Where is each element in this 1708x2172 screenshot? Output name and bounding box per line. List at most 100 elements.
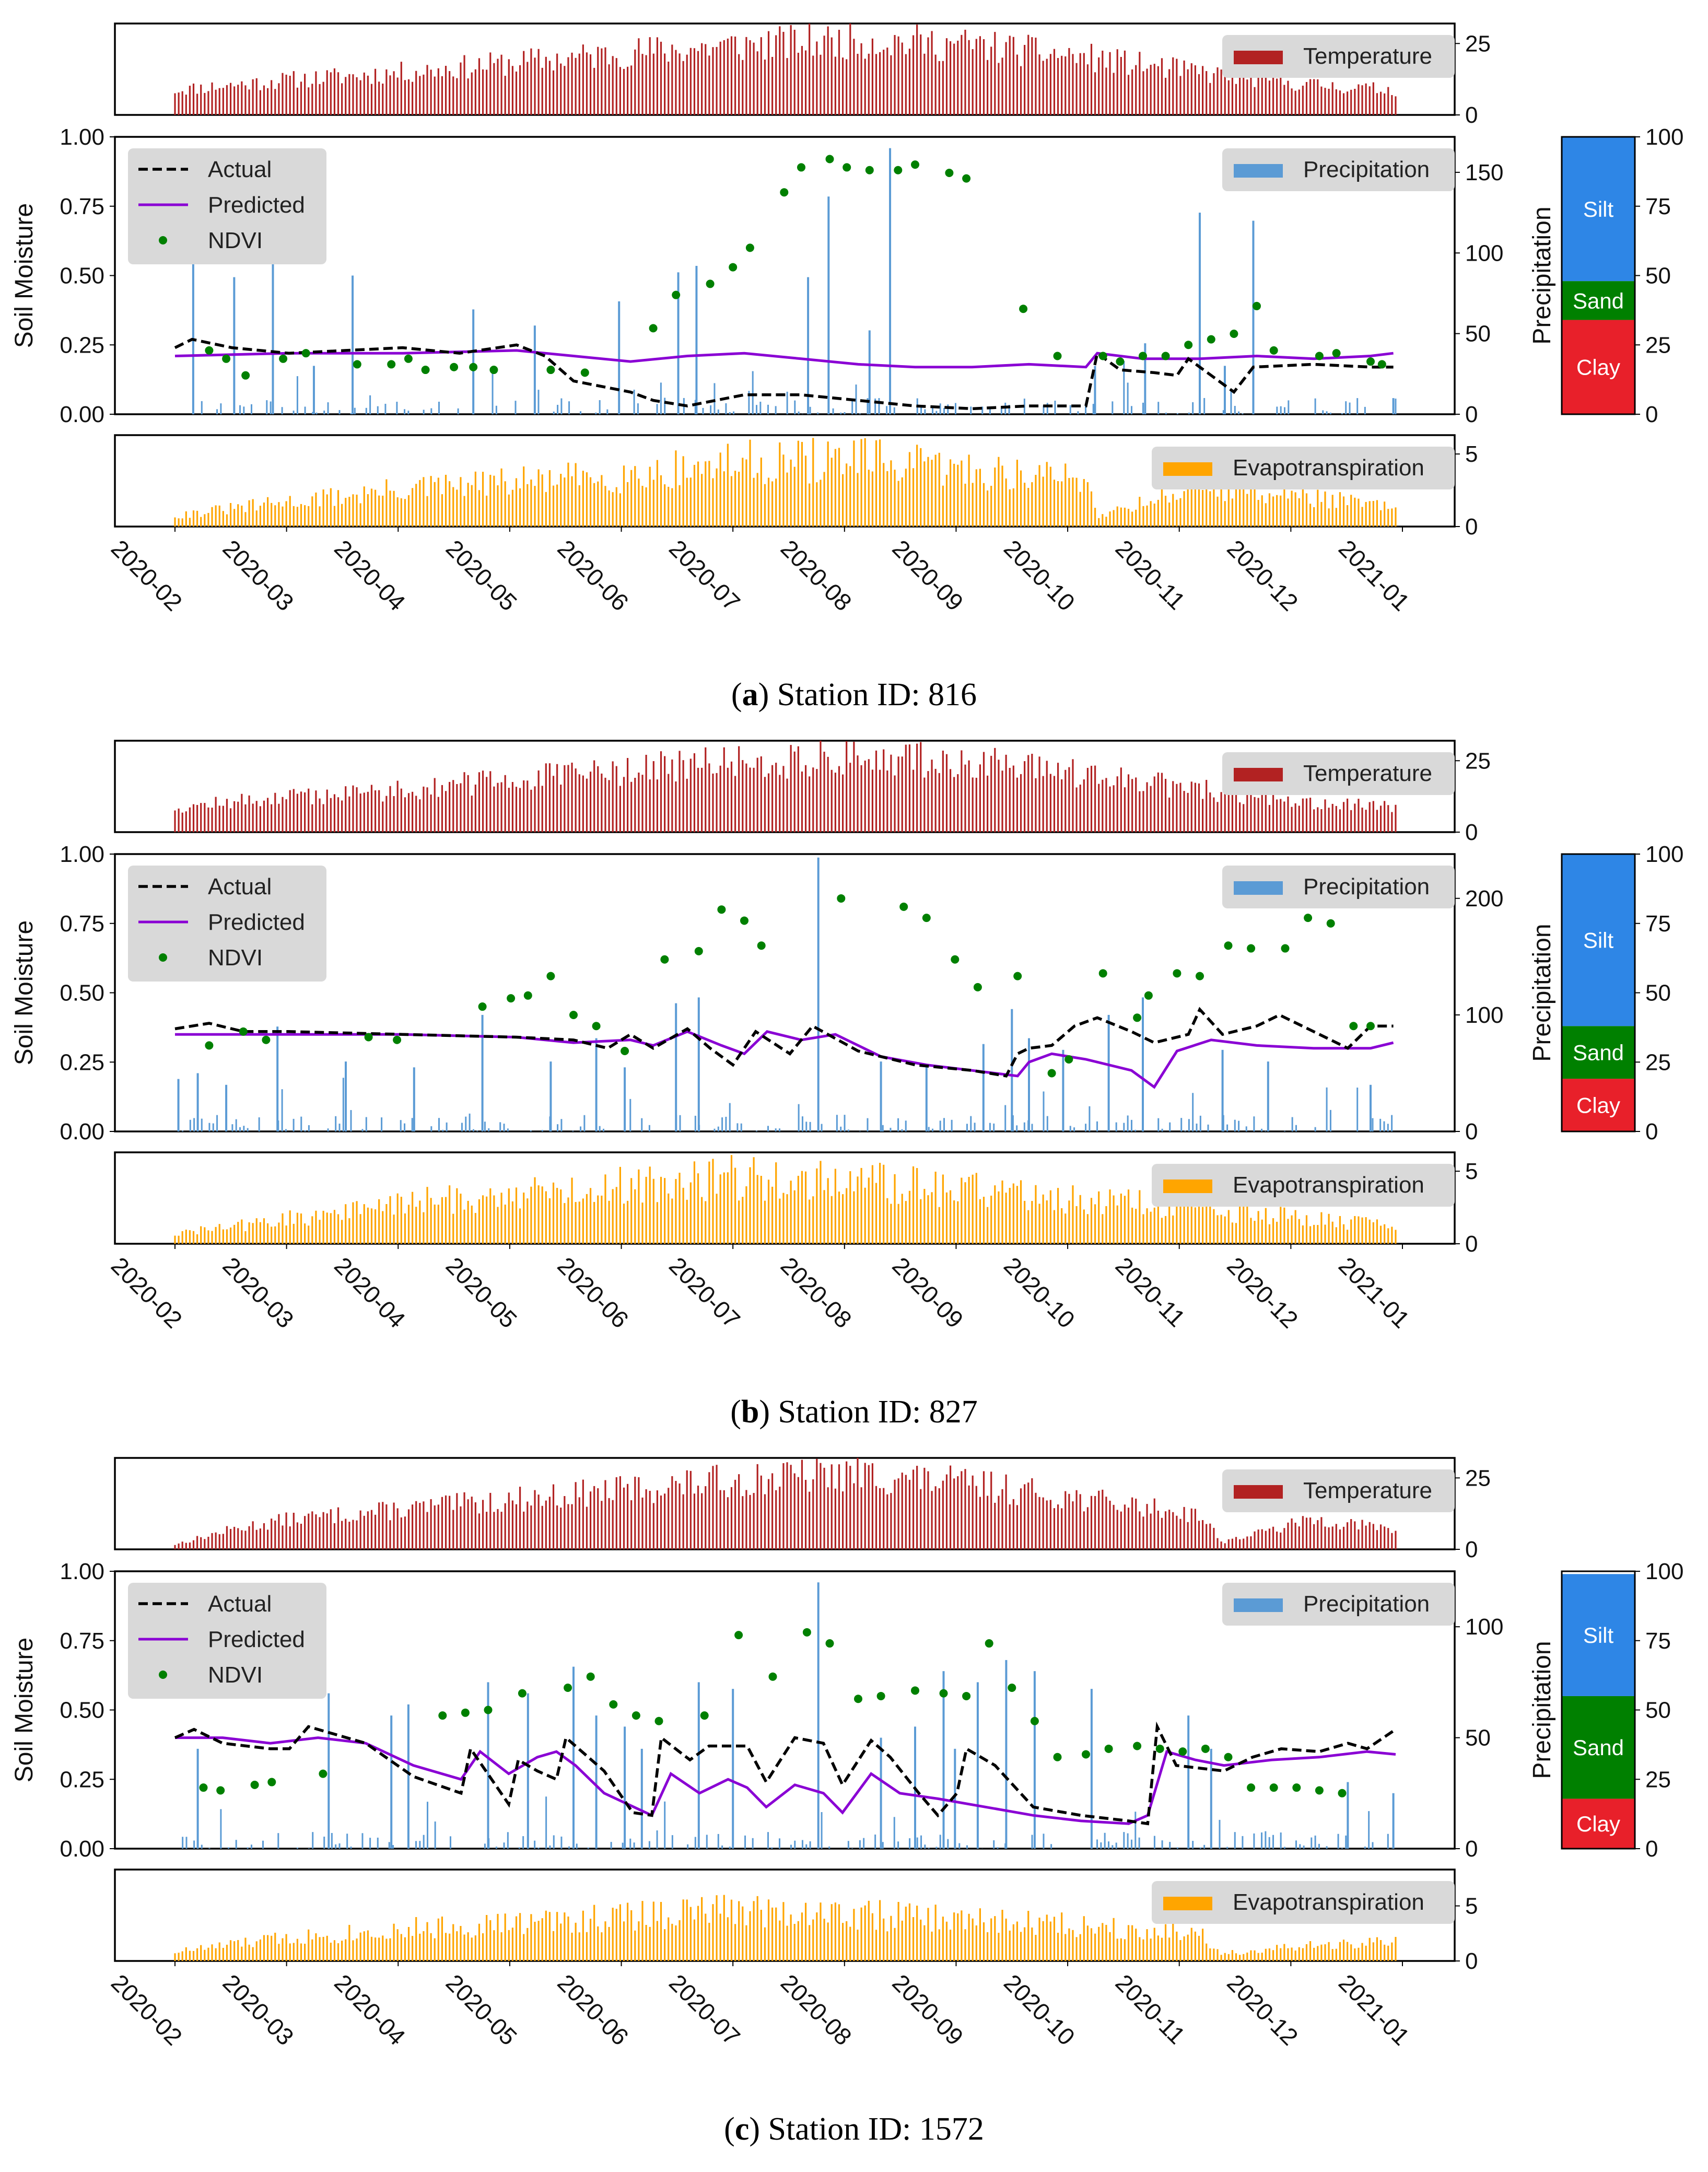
temperature-bar bbox=[1272, 1527, 1274, 1549]
evapotranspiration-bar bbox=[1009, 1188, 1011, 1244]
evapotranspiration-bar bbox=[579, 1201, 580, 1244]
temperature-bar bbox=[1216, 802, 1218, 832]
temperature-bar bbox=[1243, 72, 1244, 115]
evapotranspiration-bar bbox=[204, 1950, 205, 1961]
evapotranspiration-bar bbox=[575, 1202, 577, 1244]
evapotranspiration-bar bbox=[838, 1904, 840, 1961]
evapotranspiration-bar bbox=[860, 439, 862, 527]
temperature-bar bbox=[500, 1512, 502, 1549]
evapotranspiration-bar bbox=[701, 474, 703, 527]
evapotranspiration-bar bbox=[712, 1159, 713, 1244]
precipitation-bar bbox=[732, 1689, 734, 1849]
caption-paren: ( bbox=[724, 2111, 735, 2147]
evapotranspiration-bar bbox=[1246, 1206, 1248, 1244]
evapotranspiration-bar bbox=[987, 1932, 988, 1961]
evapotranspiration-bar bbox=[842, 1923, 844, 1961]
temperature-bar bbox=[738, 746, 740, 832]
precipitation-bar bbox=[282, 407, 283, 414]
ndvi-point bbox=[546, 366, 555, 374]
evapotranspiration-bar bbox=[1168, 1937, 1170, 1961]
precipitation-bar bbox=[197, 1073, 199, 1131]
temperature-bar bbox=[1339, 90, 1341, 115]
evapotranspiration-bar bbox=[1347, 1942, 1348, 1961]
ndvi-point bbox=[592, 1022, 601, 1030]
precipitation-bar bbox=[272, 258, 274, 414]
temperature-bar bbox=[237, 802, 239, 832]
precipitation-bar bbox=[634, 1842, 635, 1849]
evapotranspiration-bar bbox=[319, 1220, 320, 1244]
temperature-bar bbox=[1035, 778, 1036, 832]
evapotranspiration-bar bbox=[641, 486, 643, 527]
evapotranspiration-bar bbox=[1001, 1910, 1003, 1961]
evapotranspiration-bar bbox=[196, 1234, 198, 1244]
evapotranspiration-bar bbox=[430, 1198, 432, 1244]
temperature-bar bbox=[942, 751, 944, 832]
temperature-bar bbox=[1038, 1497, 1040, 1549]
precipitation-bar bbox=[970, 1116, 972, 1131]
temperature-bar bbox=[953, 44, 955, 115]
precipitation-bar bbox=[926, 1067, 928, 1131]
temperature-bar bbox=[1324, 88, 1326, 115]
temperature-bar bbox=[998, 760, 999, 832]
temperature-bar bbox=[401, 62, 402, 115]
evapotranspiration-bar bbox=[356, 1939, 357, 1961]
temperature-bar bbox=[463, 1492, 465, 1549]
evapotranspiration-bar bbox=[1391, 508, 1393, 527]
evapotranspiration-bar bbox=[252, 1947, 254, 1961]
evapotranspiration-bar bbox=[297, 1213, 298, 1244]
temperature-bar bbox=[1332, 82, 1333, 115]
evapotranspiration-bar bbox=[705, 461, 706, 527]
evapotranspiration-bar bbox=[1050, 1922, 1051, 1961]
evapotranspiration-bar bbox=[886, 471, 888, 527]
temperature-bar bbox=[604, 48, 606, 115]
temperature-bar bbox=[601, 774, 602, 832]
evapotranspiration-bar bbox=[816, 482, 817, 527]
precipitation-bar bbox=[909, 1838, 910, 1849]
evapotranspiration-bar bbox=[582, 471, 584, 527]
precipitation-bar bbox=[966, 1124, 968, 1131]
temperature-bar bbox=[449, 1496, 450, 1549]
temperature-bar bbox=[274, 793, 276, 832]
evapotranspiration-bar bbox=[1072, 1185, 1073, 1244]
sand-label: Sand bbox=[1573, 288, 1624, 313]
temperature-bar bbox=[278, 804, 279, 832]
temperature-bar bbox=[1005, 755, 1007, 832]
evapotranspiration-bar bbox=[223, 1948, 224, 1961]
evapotranspiration-bar bbox=[1020, 1180, 1022, 1244]
evapotranspiration-bar bbox=[1283, 1944, 1285, 1961]
evapotranspiration-bar bbox=[1269, 1224, 1270, 1244]
precipitation-bar bbox=[611, 1842, 612, 1849]
evapotranspiration-bar bbox=[590, 1919, 591, 1961]
temperature-bar bbox=[445, 791, 447, 832]
precipitation-bar bbox=[779, 1128, 780, 1131]
evapotranspiration-bar bbox=[1061, 1912, 1062, 1961]
evapotranspiration-bar bbox=[393, 1215, 394, 1244]
evapotranspiration-bar bbox=[1313, 507, 1315, 527]
evapotranspiration-bar bbox=[761, 458, 762, 527]
temperature-bar bbox=[445, 1496, 447, 1549]
temperature-bar bbox=[646, 1489, 647, 1549]
temperature-bar bbox=[1350, 810, 1352, 832]
precipitation-bar bbox=[216, 409, 218, 414]
evapotranspiration-bar bbox=[375, 1937, 376, 1961]
evapotranspiration-bar bbox=[516, 1187, 517, 1244]
temperature-bar bbox=[326, 1513, 328, 1549]
evapotranspiration-bar bbox=[994, 1185, 996, 1244]
evapotranspiration-bar bbox=[1105, 1925, 1107, 1961]
temperature-bar bbox=[445, 66, 447, 115]
evapotranspiration-bar bbox=[745, 1186, 747, 1244]
precipitation-bar bbox=[660, 382, 662, 414]
precipitation-bar bbox=[1157, 402, 1159, 414]
evapotranspiration-bar bbox=[683, 1899, 684, 1961]
precipitation-bar bbox=[369, 1838, 371, 1849]
soil-texture-tick-label: 0 bbox=[1645, 1119, 1658, 1145]
evapotranspiration-bar bbox=[211, 1231, 213, 1244]
temperature-bar bbox=[1272, 77, 1274, 115]
precipitation-bar bbox=[940, 1120, 941, 1131]
evapotranspiration-bar bbox=[1020, 1932, 1022, 1961]
evapotranspiration-tick-label: 0 bbox=[1465, 514, 1478, 540]
temperature-bar bbox=[1016, 778, 1018, 832]
ndvi-point bbox=[319, 1770, 327, 1778]
evapotranspiration-bar bbox=[1343, 1224, 1344, 1244]
precipitation-bar bbox=[1393, 1793, 1395, 1849]
